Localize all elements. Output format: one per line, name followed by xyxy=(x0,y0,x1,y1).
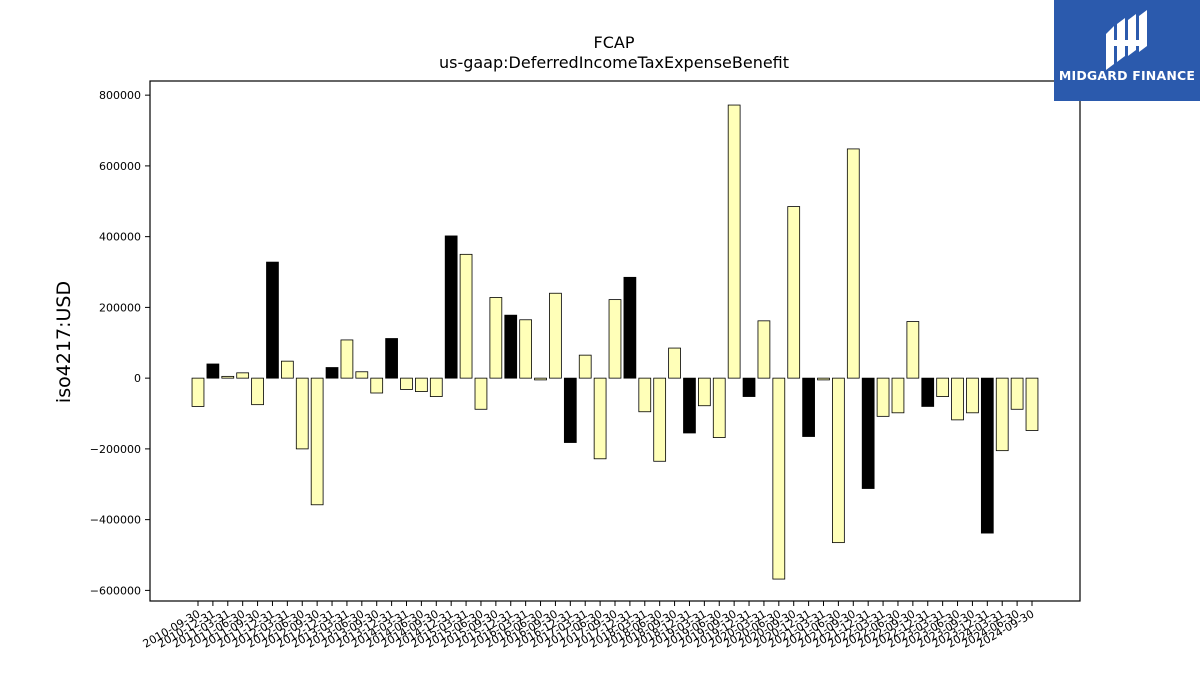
bar-2023-03-31 xyxy=(936,377,950,397)
bar-2020-12-31 xyxy=(802,377,815,437)
bar-2023-12-31 xyxy=(980,377,994,534)
bar-2012-09-30 xyxy=(310,377,324,506)
y-tick-label: 200000 xyxy=(99,301,141,314)
bar-2020-09-30 xyxy=(787,206,801,379)
plot-frame xyxy=(149,80,1081,602)
bar-2011-03-31 xyxy=(221,375,235,379)
bar-2010-09-30 xyxy=(191,377,205,407)
bar-2012-12-31 xyxy=(325,367,339,379)
bar-2022-09-30 xyxy=(906,321,920,379)
bar-2021-12-31 xyxy=(861,377,875,489)
bar-2015-03-31 xyxy=(459,253,473,379)
bar-2014-12-31 xyxy=(444,235,458,379)
bar-2018-03-31 xyxy=(638,377,652,413)
bar-2024-03-31 xyxy=(995,377,1009,452)
bar-2023-09-30 xyxy=(966,377,979,414)
chart-title: FCAP xyxy=(594,33,635,52)
logo-text: MIDGARD FINANCE xyxy=(1058,68,1196,83)
bar-2019-09-30 xyxy=(727,104,741,379)
bar-2017-12-31 xyxy=(623,276,637,379)
bar-2013-06-30 xyxy=(355,371,369,379)
y-ticks-group: −600000 −400000 −200000 0 200000 400000 600000… xyxy=(90,89,150,597)
bar-2011-12-31 xyxy=(266,261,279,379)
bar-2019-12-31 xyxy=(742,377,756,397)
bar-2024-06-30 xyxy=(1010,377,1024,410)
bar-2010-12-31 xyxy=(206,363,220,379)
y-tick-label: 600000 xyxy=(99,160,141,173)
y-tick-label: 0 xyxy=(134,372,141,385)
bar-2019-06-30 xyxy=(712,377,726,438)
bar-2018-12-31 xyxy=(683,377,696,434)
bar-2022-06-30 xyxy=(891,377,905,414)
y-tick-label: 400000 xyxy=(99,231,141,244)
y-tick-label: −200000 xyxy=(90,443,141,456)
y-tick-label: −400000 xyxy=(90,514,141,527)
bar-2013-12-31 xyxy=(385,338,398,379)
bar-2022-03-31 xyxy=(876,377,890,417)
bar-2021-03-31 xyxy=(817,377,830,381)
bar-2016-03-31 xyxy=(519,319,533,379)
bar-2018-09-30 xyxy=(668,347,681,379)
logo-mark-icon xyxy=(1054,0,1200,101)
bar-2016-12-31 xyxy=(563,377,577,443)
bar-2015-12-31 xyxy=(504,314,518,379)
bar-2022-12-31 xyxy=(921,377,935,407)
bar-2017-06-30 xyxy=(593,377,607,460)
bar-2017-09-30 xyxy=(608,299,622,379)
bar-2015-06-30 xyxy=(474,377,488,410)
bar-2011-06-30 xyxy=(236,372,250,379)
bar-2021-09-30 xyxy=(846,148,860,379)
bar-2020-06-30 xyxy=(772,377,786,580)
bar-2023-06-30 xyxy=(951,377,964,421)
bars-group xyxy=(191,104,1039,580)
bar-2013-09-30 xyxy=(370,377,384,394)
y-tick-label: −600000 xyxy=(90,584,141,597)
y-tick-label: 800000 xyxy=(99,89,141,102)
bar-2016-09-30 xyxy=(549,292,562,379)
bar-2024-09-30 xyxy=(1025,377,1039,431)
brand-logo: MIDGARD FINANCE xyxy=(1054,0,1200,101)
bar-2014-09-30 xyxy=(429,377,443,397)
bar-2019-03-31 xyxy=(698,377,711,407)
bar-2011-09-30 xyxy=(251,377,264,406)
bar-2020-03-31 xyxy=(757,320,771,379)
bar-2014-03-31 xyxy=(400,377,413,390)
bar-2012-06-30 xyxy=(295,377,309,450)
chart-subtitle: us-gaap:DeferredIncomeTaxExpenseBenefit xyxy=(439,53,789,72)
bar-2015-09-30 xyxy=(489,297,503,379)
bar-2021-06-30 xyxy=(832,377,845,544)
x-ticks-group: 2010-09-302010-12-312011-03-312011-06-30… xyxy=(141,601,1037,651)
bar-2012-03-31 xyxy=(280,360,294,379)
bar-2014-06-30 xyxy=(415,377,428,392)
bar-2016-06-30 xyxy=(534,377,547,381)
bar-2018-06-30 xyxy=(653,377,667,462)
y-axis-label: iso4217:USD xyxy=(53,281,75,403)
bar-2017-03-31 xyxy=(578,354,592,379)
bar-2013-03-31 xyxy=(340,339,354,379)
